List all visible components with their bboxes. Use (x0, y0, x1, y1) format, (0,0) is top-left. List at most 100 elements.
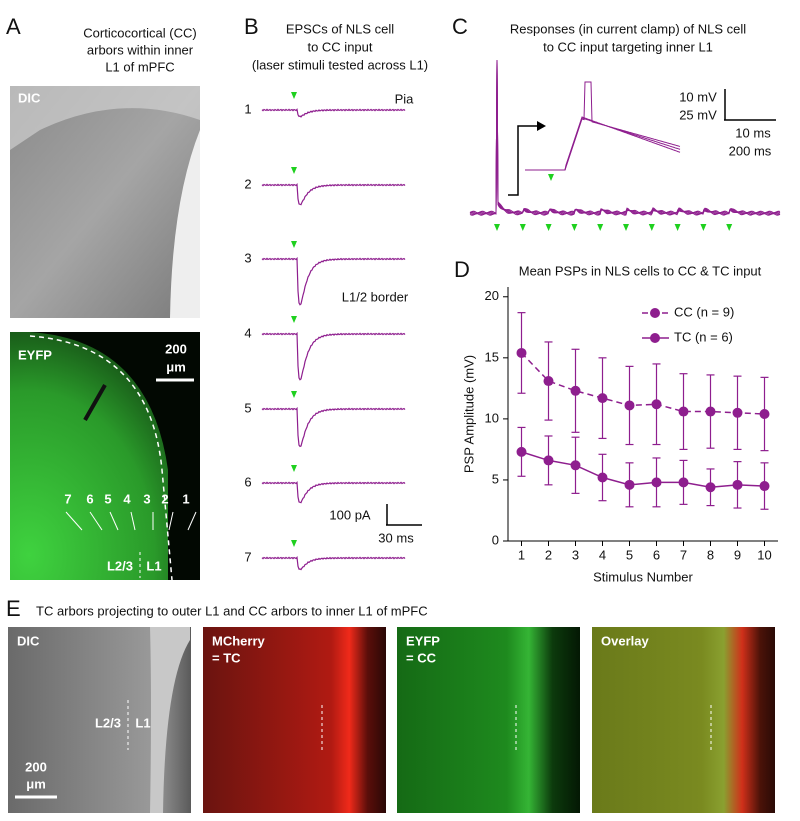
x-tick-label: 3 (572, 547, 579, 562)
image-label: DIC (18, 90, 41, 105)
image-label: EYFP (406, 633, 440, 648)
site-label: 6 (86, 491, 93, 506)
y-tick-label: 5 (492, 471, 499, 486)
epsc-trace (261, 480, 406, 504)
panel-title: to CC input targeting inner L1 (543, 39, 713, 54)
data-point (678, 406, 689, 417)
stimulus-marker (548, 174, 554, 181)
micrograph (592, 627, 775, 813)
site-pointer (89, 511, 103, 531)
site-label: 4 (123, 491, 131, 506)
stimulus-marker (597, 224, 604, 231)
data-point (570, 385, 581, 396)
image-texture (10, 86, 200, 150)
data-point (543, 376, 554, 387)
site-label: 5 (104, 491, 111, 506)
epsc-trace (261, 108, 406, 118)
stimulus-marker (291, 540, 297, 547)
data-point (570, 460, 581, 471)
trace-label: 1 (244, 101, 251, 116)
layer-label: L1 (146, 558, 161, 573)
trace-label: 7 (244, 549, 251, 564)
inset-trace (525, 81, 681, 171)
epsc-trace (261, 256, 406, 306)
stimulus-marker (291, 316, 297, 323)
data-point (759, 409, 770, 419)
panel-title: (laser stimuli tested across L1) (252, 57, 428, 72)
epsc-trace (261, 331, 406, 381)
pia-outline (29, 335, 173, 581)
data-point (597, 393, 608, 404)
panel-title: TC arbors projecting to outer L1 and CC … (36, 603, 428, 618)
y-axis-label: PSP Amplitude (mV) (461, 355, 476, 473)
image-texture (30, 332, 200, 580)
panel-title: Corticocortical (CC) (83, 25, 196, 40)
panel-letter: A (6, 14, 21, 39)
stimulus-marker (494, 224, 500, 231)
data-point (732, 407, 743, 418)
psp-trace (469, 59, 781, 215)
data-point (516, 446, 527, 457)
scale-label: 10 ms (735, 125, 771, 140)
scale-label: 100 pA (329, 507, 371, 522)
stimulus-marker (291, 241, 297, 248)
inset-trace (525, 116, 681, 171)
y-tick-label: 0 (492, 532, 499, 547)
data-point (678, 477, 689, 488)
panel-title: EPSCs of NLS cell (286, 21, 394, 36)
site-pointer (109, 511, 119, 531)
layer-label: L2/3 (95, 715, 121, 730)
psp-trace (469, 59, 781, 216)
legend-label: TC (n = 6) (674, 329, 733, 344)
annotation: Pia (395, 91, 415, 106)
stimulus-marker (726, 224, 733, 231)
inset-arrow (537, 121, 546, 131)
psp-trace (469, 59, 781, 214)
panel-title: Responses (in current clamp) of NLS cell (510, 21, 746, 36)
x-tick-label: 9 (734, 547, 741, 562)
data-point (651, 399, 662, 410)
image-texture (170, 130, 200, 318)
data-point (705, 482, 716, 493)
stimulus-marker (519, 224, 526, 231)
scale-label: 200 (165, 341, 187, 356)
data-point (624, 479, 635, 490)
image-texture (150, 627, 190, 813)
stimulus-marker (291, 465, 297, 472)
legend-marker (650, 308, 660, 318)
panel-title: arbors within inner (87, 42, 194, 57)
site-pointer (168, 511, 174, 531)
stimulus-marker (291, 167, 297, 174)
stimulus-marker (623, 224, 629, 231)
stimulus-marker (648, 224, 655, 231)
micrograph (397, 627, 580, 813)
site-pointer (130, 511, 136, 531)
scale-label: 25 mV (679, 107, 717, 122)
data-point (705, 406, 716, 417)
site-label: 7 (64, 491, 71, 506)
legend-marker (650, 333, 660, 343)
site-label: 3 (143, 491, 150, 506)
x-axis-label: Stimulus Number (593, 569, 693, 584)
chart-title: Mean PSPs in NLS cells to CC & TC input (519, 263, 762, 278)
scale-label: 30 ms (378, 530, 414, 545)
x-tick-label: 5 (626, 547, 633, 562)
stimulus-marker (571, 224, 578, 231)
inset-arrow (508, 125, 540, 196)
series-line (520, 352, 765, 415)
data-point (543, 455, 554, 466)
layer-label: L2/3 (107, 558, 133, 573)
image-texture (83, 384, 107, 421)
psp-trace (469, 59, 781, 214)
image-label: = TC (212, 650, 241, 665)
data-point (516, 347, 527, 358)
data-point (624, 400, 635, 411)
image-label: DIC (17, 633, 40, 648)
x-tick-label: 10 (757, 547, 771, 562)
x-tick-label: 1 (518, 547, 525, 562)
panel-letter: C (452, 14, 468, 39)
trace-label: 3 (244, 250, 251, 265)
site-label: 2 (161, 491, 168, 506)
x-tick-label: 4 (599, 547, 606, 562)
